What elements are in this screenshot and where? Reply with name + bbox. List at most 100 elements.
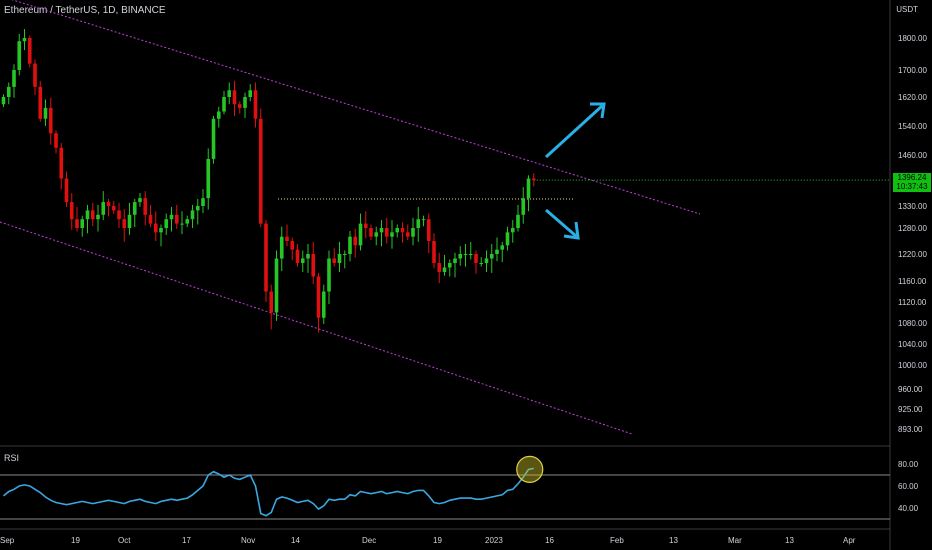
candle-body <box>510 228 515 233</box>
candle-body <box>174 214 179 224</box>
candle-body <box>185 219 190 224</box>
candle-body <box>222 97 226 112</box>
price-tick-label: 1620.00 <box>898 93 927 102</box>
candle-body <box>374 232 379 237</box>
candle-body <box>358 223 363 246</box>
time-tick-label: Feb <box>610 536 624 545</box>
rsi-tick-label: 40.00 <box>898 504 919 513</box>
candle-body <box>153 223 158 233</box>
candle-body <box>69 202 74 220</box>
candle-body <box>458 254 463 259</box>
candle-body <box>48 107 53 134</box>
candle-body <box>332 258 337 263</box>
bar-countdown: 10:37:43 <box>896 182 928 191</box>
candle-body <box>321 291 326 318</box>
time-tick-label: 19 <box>71 536 80 545</box>
candle-body <box>337 254 342 263</box>
candle-body <box>180 223 184 225</box>
time-tick-label: Mar <box>728 536 742 545</box>
candle-body <box>479 263 484 264</box>
candle-body <box>400 228 405 233</box>
currency-label: USDT <box>896 5 918 14</box>
price-tick-label: 925.00 <box>898 405 923 414</box>
candle-body <box>22 38 27 42</box>
time-tick-label: Oct <box>118 536 131 545</box>
candle-body <box>96 214 100 220</box>
candle-body <box>33 63 37 87</box>
candle-body <box>27 38 32 64</box>
price-tick-label: 1160.00 <box>898 277 927 286</box>
candle-body <box>437 263 442 272</box>
rsi-line <box>2 467 534 517</box>
candle-body <box>500 245 505 250</box>
chart-title: Ethereum / TetherUS, 1D, BINANCE <box>4 5 166 16</box>
current-price-tag: 1396.24 10:37:43 <box>893 173 931 192</box>
candle-body <box>300 258 305 263</box>
candle-body <box>43 107 48 119</box>
candle-body <box>463 254 468 255</box>
rsi-highlight-circle <box>516 455 544 483</box>
rsi-pane-label: RSI <box>4 453 20 463</box>
price-axis[interactable]: 1800.00 1700.00 1620.00 1540.00 1460.00 1330.… <box>898 34 927 513</box>
candle-body <box>59 147 64 179</box>
candle-body <box>1 97 6 105</box>
candle-body <box>353 236 358 246</box>
price-tick-label: 1220.00 <box>898 250 927 259</box>
candle-body <box>274 258 279 313</box>
candle-body <box>122 219 127 228</box>
time-tick-label: Apr <box>843 536 856 545</box>
rsi-pane <box>0 455 890 520</box>
price-tick-label: 1460.00 <box>898 151 927 160</box>
candle-body <box>474 254 478 263</box>
candle-body <box>363 223 368 228</box>
price-tick-label: 1040.00 <box>898 340 927 349</box>
candle-body <box>348 236 352 254</box>
candle-body <box>384 228 389 237</box>
price-tick-label: 960.00 <box>898 385 923 394</box>
candle-body <box>6 86 11 97</box>
time-tick-label: Sep <box>0 536 15 545</box>
candle-body <box>169 214 174 220</box>
candle-body <box>390 232 394 237</box>
current-price: 1396.24 <box>897 173 927 182</box>
candle-body <box>143 198 148 215</box>
candle-body <box>253 90 258 119</box>
rsi-tick-label: 80.00 <box>898 460 919 469</box>
candle-body <box>426 219 431 241</box>
candle-body <box>505 232 510 246</box>
candle-body <box>379 228 384 233</box>
time-tick-label: Nov <box>241 536 255 545</box>
candle-body <box>85 210 90 220</box>
candle-body <box>306 254 310 259</box>
candle-body <box>111 206 116 211</box>
arrow-down-shaft <box>545 208 577 238</box>
overlay <box>0 0 891 550</box>
candles <box>1 29 536 333</box>
candle-body <box>64 178 69 203</box>
candle-body <box>279 236 284 259</box>
candle-body <box>416 219 421 228</box>
candle-body <box>127 214 132 228</box>
time-axis[interactable]: Sep 19 Oct 17 Nov 14 Dec 19 2023 16 Feb 13 Mar 13 Apr <box>0 536 856 545</box>
candle-body <box>138 198 142 203</box>
candle-body <box>447 263 452 268</box>
candle-body <box>75 219 79 228</box>
price-tick-label: 1120.00 <box>898 298 927 307</box>
candle-body <box>327 258 331 292</box>
arrow-down-head <box>563 221 580 240</box>
candle-body <box>248 90 253 97</box>
candle-body <box>12 70 16 87</box>
candle-body <box>201 198 205 206</box>
time-tick-label: 16 <box>545 536 554 545</box>
time-tick-label: 17 <box>182 536 191 545</box>
candle-body <box>285 236 289 241</box>
candle-body <box>117 210 121 220</box>
candle-body <box>216 111 221 119</box>
price-tick-label: 1700.00 <box>898 66 927 75</box>
candle-body <box>258 118 263 224</box>
price-tick-label: 1000.00 <box>898 361 927 370</box>
candle-body <box>17 41 22 70</box>
candle-body <box>316 276 321 318</box>
candle-body <box>269 291 274 313</box>
